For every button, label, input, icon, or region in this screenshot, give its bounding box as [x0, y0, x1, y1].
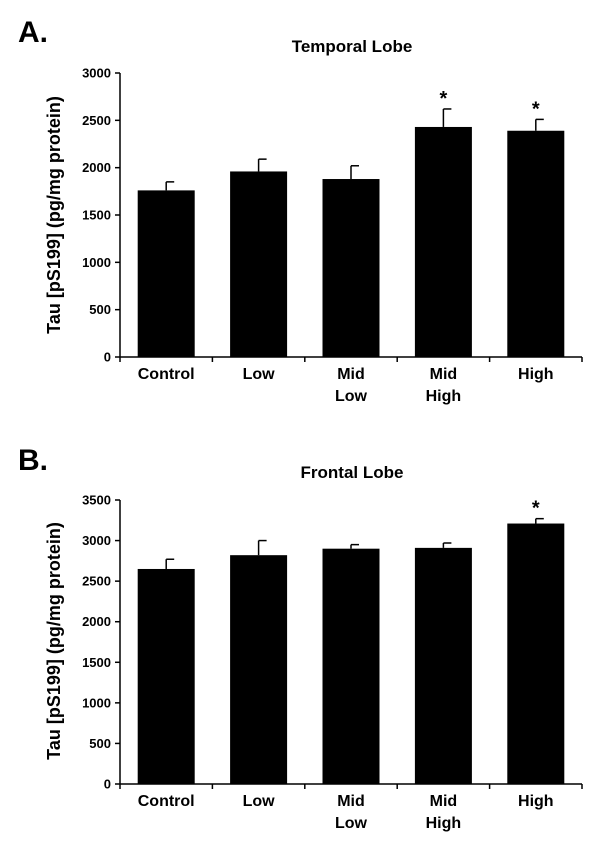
x-tick-label: Mid	[337, 793, 365, 810]
y-tick-label: 2500	[82, 574, 111, 589]
panel-label: B.	[18, 444, 48, 477]
bar	[414, 126, 472, 358]
y-tick-label: 0	[104, 777, 111, 792]
x-tick-label: Control	[138, 366, 195, 383]
y-tick-label: 500	[89, 736, 111, 751]
significance-marker: *	[532, 498, 540, 520]
panel-a: A. Temporal Lobe Tau [pS199] (pg/mg prot…	[18, 16, 583, 405]
bar	[507, 523, 565, 784]
x-tick-label: High	[426, 815, 462, 832]
y-tick-label: 2000	[82, 160, 111, 175]
y-tick-label: 500	[89, 302, 111, 317]
y-tick-label: 1500	[82, 208, 111, 223]
x-tick-label: Low	[243, 366, 276, 383]
y-tick-label: 1000	[82, 255, 111, 270]
y-tick-label: 1500	[82, 655, 111, 670]
chart-title: Frontal Lobe	[301, 463, 404, 482]
y-axis-label: Tau [pS199] (pg/mg protein)	[44, 96, 64, 334]
x-tick-label: Low	[243, 793, 276, 810]
x-tick-label: Low	[335, 388, 368, 405]
y-tick-label: 3000	[82, 533, 111, 548]
bar	[137, 190, 195, 357]
y-tick-label: 3500	[82, 493, 111, 508]
y-tick-label: 2500	[82, 113, 111, 128]
x-tick-label: Mid	[430, 793, 458, 810]
bar	[137, 568, 195, 784]
x-tick-label: High	[426, 388, 462, 405]
bar	[322, 548, 380, 784]
significance-marker: *	[532, 98, 540, 120]
bar	[230, 171, 288, 357]
y-axis-label: Tau [pS199] (pg/mg protein)	[44, 522, 64, 760]
panel-b: B. Frontal Lobe Tau [pS199] (pg/mg prote…	[18, 444, 583, 832]
bar	[322, 179, 380, 357]
bar	[507, 130, 565, 357]
bar	[230, 555, 288, 784]
significance-marker: *	[440, 88, 448, 110]
x-tick-label: Low	[335, 815, 368, 832]
y-tick-label: 2000	[82, 614, 111, 629]
x-tick-label: Mid	[337, 366, 365, 383]
x-tick-label: High	[518, 366, 554, 383]
chart-title: Temporal Lobe	[292, 37, 413, 56]
x-tick-label: Mid	[430, 366, 458, 383]
bar	[414, 547, 472, 784]
y-tick-label: 0	[104, 350, 111, 365]
y-tick-label: 3000	[82, 66, 111, 81]
x-tick-label: Control	[138, 793, 195, 810]
x-tick-label: High	[518, 793, 554, 810]
y-tick-label: 1000	[82, 695, 111, 710]
panel-label: A.	[18, 16, 48, 49]
